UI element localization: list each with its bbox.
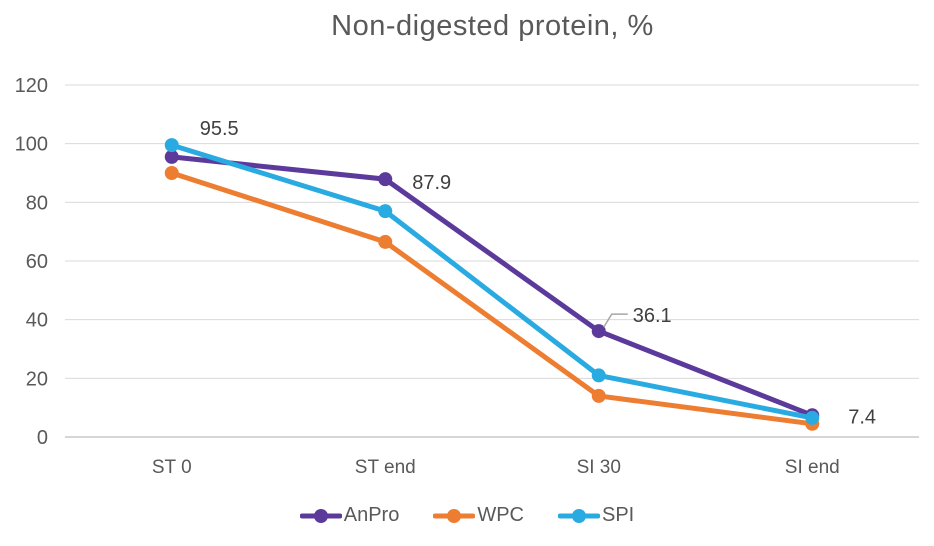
data-point-marker-spi xyxy=(805,410,820,425)
data-label: 36.1 xyxy=(633,305,672,327)
chart-title: Non-digested protein, % xyxy=(331,10,654,42)
y-axis-tick-label: 40 xyxy=(26,310,48,332)
series-line-wpc xyxy=(169,170,815,427)
legend-line-marker-swatch xyxy=(433,508,476,523)
x-axis-category-label: SI 30 xyxy=(577,457,621,478)
legend-line-marker-swatch xyxy=(299,508,342,523)
y-axis-tick-label: 20 xyxy=(26,368,48,390)
data-point-marker-anpro xyxy=(164,149,179,164)
data-point-marker-wpc xyxy=(591,388,606,403)
series-line-spi xyxy=(169,142,815,421)
data-point-marker-wpc xyxy=(164,166,179,180)
data-label: 87.9 xyxy=(412,172,451,194)
x-axis-category-label: ST end xyxy=(355,457,416,478)
y-axis-tick-label: 80 xyxy=(26,192,48,214)
data-point-marker-spi xyxy=(378,204,393,219)
data-point-marker-spi xyxy=(164,138,179,153)
legend-item-anpro: AnPro xyxy=(299,504,400,527)
series-line-anpro xyxy=(169,154,815,418)
y-axis-tick-label: 0 xyxy=(37,427,48,449)
data-label-leader-line xyxy=(603,313,628,328)
x-axis-category-label: ST 0 xyxy=(152,457,192,478)
legend-item-spi: SPI xyxy=(558,504,634,527)
data-point-marker-anpro xyxy=(591,324,606,339)
legend-line-marker-swatch xyxy=(558,508,600,523)
y-axis-tick-label: 60 xyxy=(26,251,48,273)
legend-label: SPI xyxy=(602,504,635,526)
legend-label: AnPro xyxy=(343,504,400,526)
data-point-marker-wpc xyxy=(378,234,393,249)
data-label: 95.5 xyxy=(200,118,239,140)
legend-item-wpc: WPC xyxy=(433,504,524,527)
legend-label: WPC xyxy=(477,504,524,526)
chart-legend: AnPro WPC SPI xyxy=(0,504,934,527)
data-label: 7.4 xyxy=(848,406,876,428)
x-axis-category-label: SI end xyxy=(785,457,840,478)
data-point-marker-anpro xyxy=(378,172,393,187)
data-point-marker-spi xyxy=(591,368,606,383)
y-axis-tick-label: 120 xyxy=(15,75,48,97)
y-axis-tick-label: 100 xyxy=(15,134,48,156)
